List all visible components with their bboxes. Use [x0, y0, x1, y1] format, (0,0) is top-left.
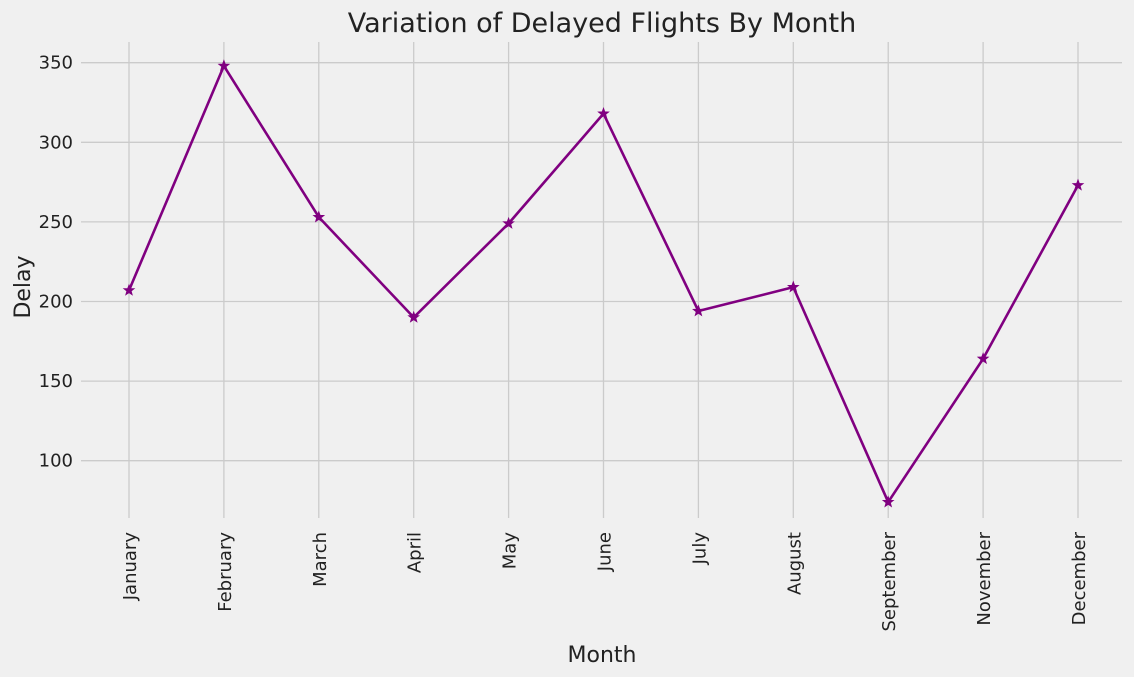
data-point-marker	[312, 210, 326, 223]
data-point-marker	[597, 106, 610, 120]
grid	[81, 42, 1122, 518]
x-tick-label: January	[120, 532, 141, 602]
y-tick-label: 100	[39, 451, 73, 472]
chart-title: Variation of Delayed Flights By Month	[348, 8, 856, 39]
x-tick-label: December	[1069, 531, 1090, 625]
data-point-marker	[692, 304, 705, 317]
data-point-marker	[217, 59, 231, 72]
y-tick-label: 200	[39, 291, 73, 312]
y-tick-labels: 100 150 200 250 300 350	[39, 53, 73, 472]
x-tick-label: June	[595, 532, 616, 572]
data-point-marker	[122, 283, 136, 296]
data-point-marker	[786, 280, 800, 293]
data-point-marker	[502, 216, 515, 229]
y-tick-label: 150	[39, 371, 73, 392]
x-tick-label: August	[784, 532, 805, 595]
y-axis-label: Delay	[11, 255, 36, 318]
x-axis-label: Month	[568, 643, 637, 668]
markers-layer	[122, 59, 1085, 508]
y-tick-label: 350	[39, 53, 73, 74]
x-tick-label: February	[215, 532, 236, 612]
data-point-marker	[881, 495, 895, 508]
x-tick-labels: January February March April May June July Augu…	[120, 531, 1090, 631]
y-tick-label: 300	[39, 132, 73, 153]
x-tick-label: July	[689, 532, 710, 566]
x-tick-label: May	[500, 532, 521, 570]
data-point-marker	[407, 310, 421, 323]
data-point-marker	[1071, 178, 1085, 191]
x-tick-label: September	[879, 531, 900, 631]
x-tick-label: April	[405, 532, 426, 573]
y-tick-label: 250	[39, 212, 73, 233]
x-tick-label: March	[310, 532, 331, 587]
x-tick-label: November	[974, 531, 995, 625]
data-point-marker	[976, 352, 990, 365]
